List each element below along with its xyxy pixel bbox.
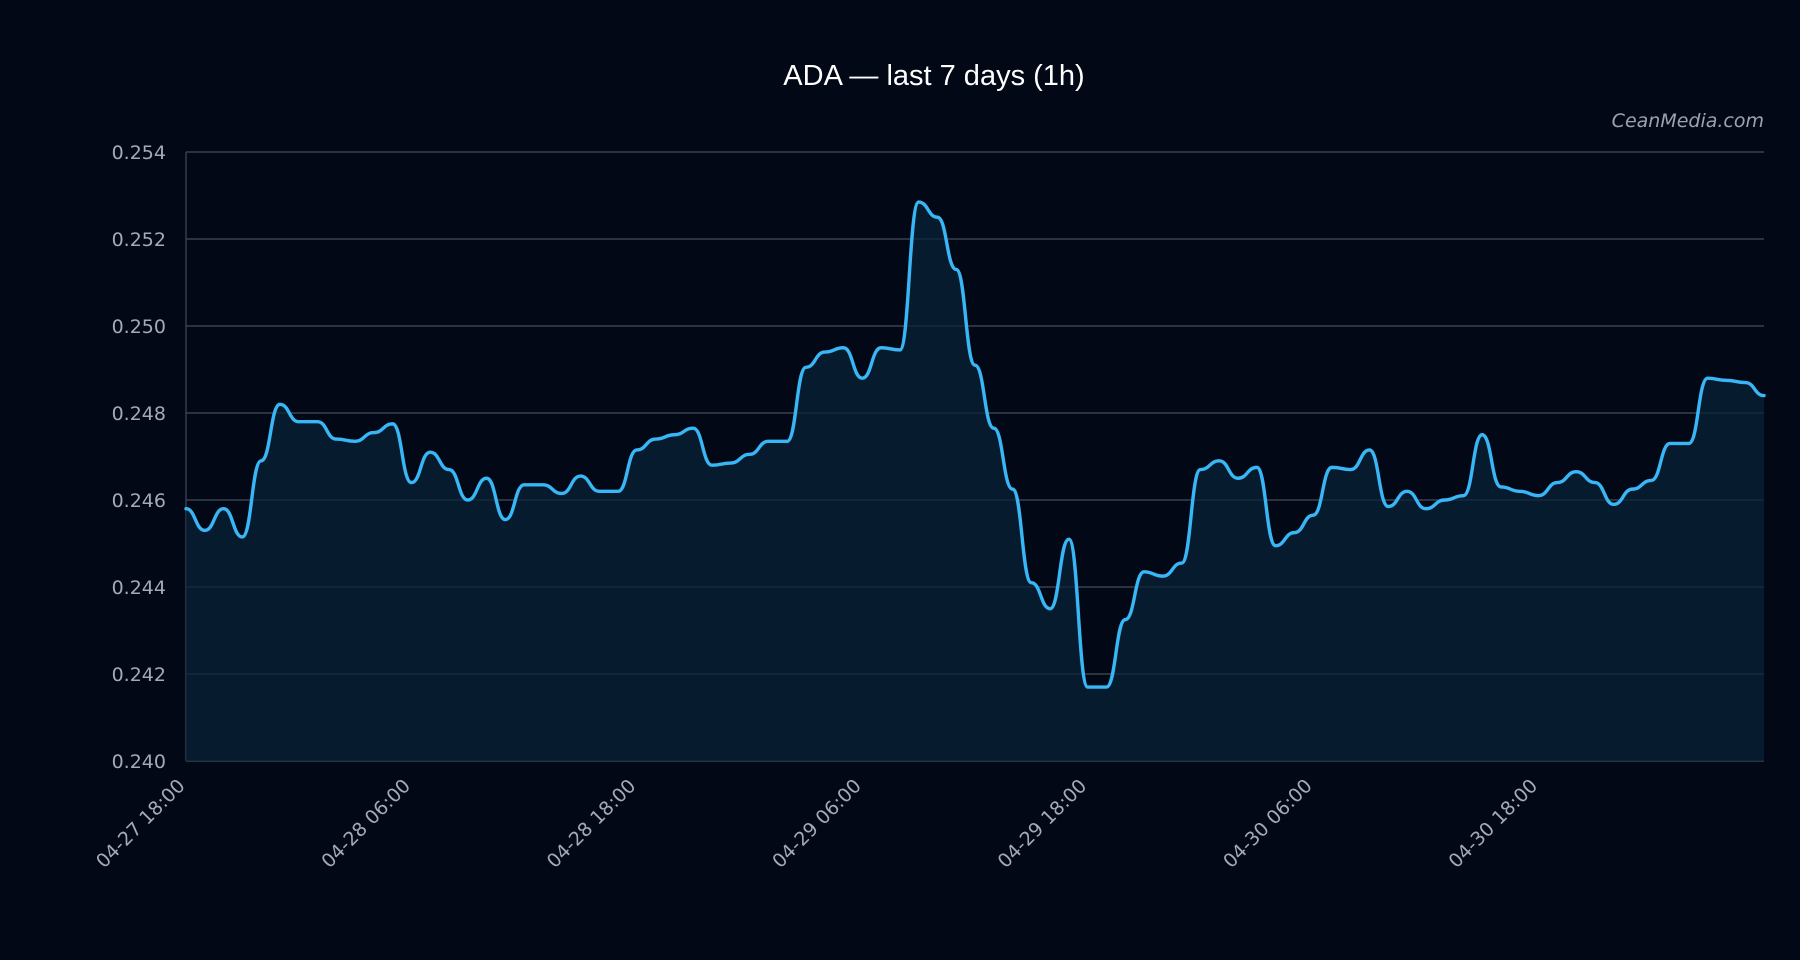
y-tick-label: 0.240 (112, 751, 166, 773)
y-tick-label: 0.244 (112, 577, 166, 599)
x-tick-label: 04-27 18:00 (92, 775, 190, 873)
y-tick-label: 0.252 (112, 229, 166, 251)
x-tick-label: 04-30 06:00 (1219, 775, 1317, 873)
x-tick-label: 04-28 18:00 (543, 775, 641, 873)
chart-title: ADA — last 7 days (1h) (783, 60, 1084, 92)
y-tick-label: 0.248 (112, 403, 166, 425)
y-tick-label: 0.242 (112, 664, 166, 686)
y-axis-ticks: 0.240 0.242 0.244 0.246 0.248 0.250 0.252 0.254 (112, 142, 166, 773)
price-line (184, 200, 1766, 689)
y-tick-label: 0.254 (112, 142, 166, 164)
x-tick-label: 04-30 18:00 (1445, 775, 1543, 873)
x-axis-ticks: 04-27 18:00 04-28 06:00 04-28 18:00 04-29 0… (92, 775, 1542, 873)
y-tick-label: 0.246 (112, 490, 166, 512)
y-tick-label: 0.250 (112, 316, 166, 338)
watermark: CeanMedia.com (1612, 110, 1764, 132)
x-tick-label: 04-28 06:00 (317, 775, 415, 873)
price-line-layer (184, 200, 1766, 689)
x-tick-label: 04-29 18:00 (994, 775, 1092, 873)
x-tick-label: 04-29 06:00 (768, 775, 866, 873)
price-area-layer (186, 202, 1764, 761)
price-area (186, 202, 1764, 761)
